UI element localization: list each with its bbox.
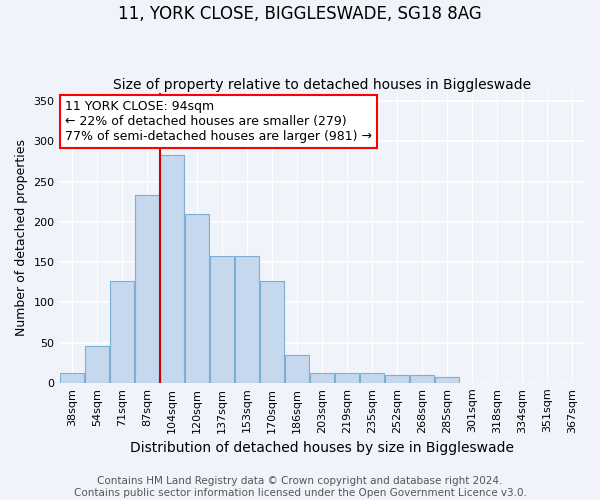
Text: 11 YORK CLOSE: 94sqm
← 22% of detached houses are smaller (279)
77% of semi-deta: 11 YORK CLOSE: 94sqm ← 22% of detached h… bbox=[65, 100, 372, 144]
Bar bbox=[160, 155, 184, 383]
Bar bbox=[60, 373, 84, 383]
Bar bbox=[286, 354, 309, 383]
Bar bbox=[210, 256, 234, 383]
Bar bbox=[235, 256, 259, 383]
X-axis label: Distribution of detached houses by size in Biggleswade: Distribution of detached houses by size … bbox=[130, 441, 514, 455]
Text: Contains HM Land Registry data © Crown copyright and database right 2024.
Contai: Contains HM Land Registry data © Crown c… bbox=[74, 476, 526, 498]
Text: 11, YORK CLOSE, BIGGLESWADE, SG18 8AG: 11, YORK CLOSE, BIGGLESWADE, SG18 8AG bbox=[118, 5, 482, 23]
Bar bbox=[335, 373, 359, 383]
Title: Size of property relative to detached houses in Biggleswade: Size of property relative to detached ho… bbox=[113, 78, 532, 92]
Bar bbox=[410, 375, 434, 383]
Bar bbox=[385, 375, 409, 383]
Bar bbox=[135, 196, 159, 383]
Bar bbox=[361, 373, 384, 383]
Bar bbox=[85, 346, 109, 383]
Bar bbox=[185, 214, 209, 383]
Y-axis label: Number of detached properties: Number of detached properties bbox=[15, 140, 28, 336]
Bar bbox=[310, 373, 334, 383]
Bar bbox=[260, 282, 284, 383]
Bar bbox=[436, 377, 459, 383]
Bar bbox=[110, 282, 134, 383]
